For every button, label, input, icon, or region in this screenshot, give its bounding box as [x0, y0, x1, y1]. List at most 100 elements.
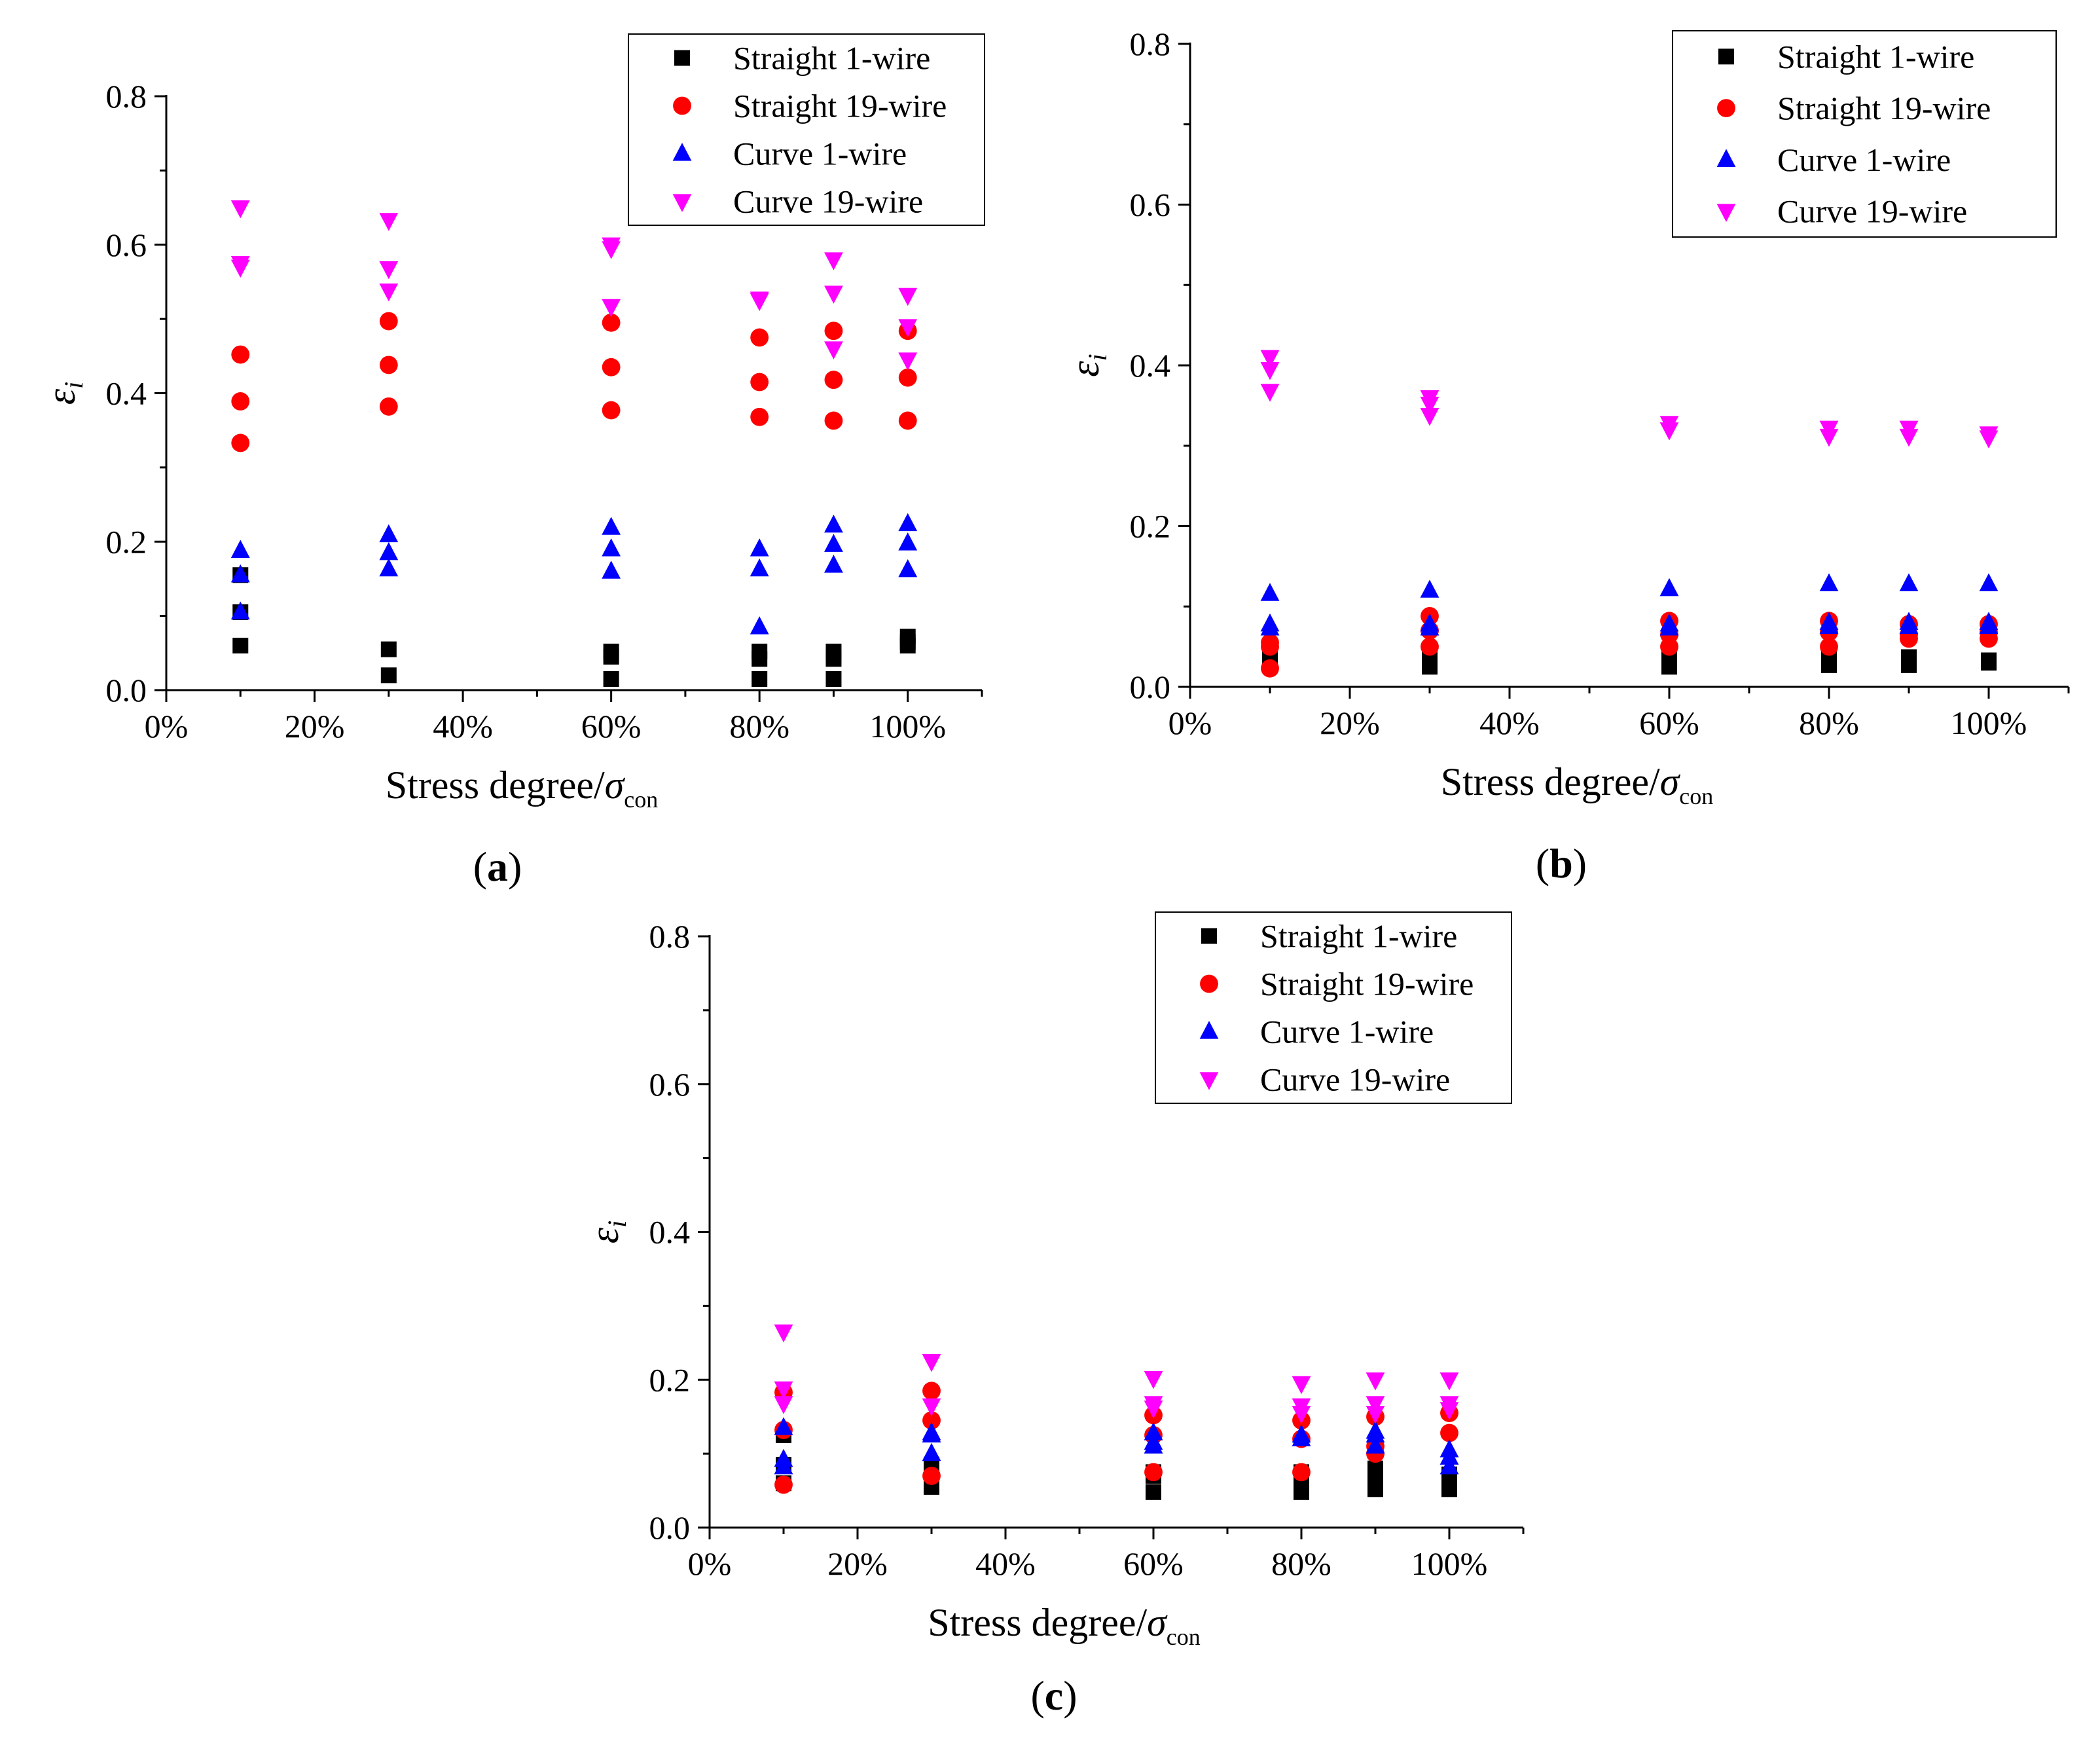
series-curve-1-wire	[230, 513, 918, 634]
chart-panel-c: 0% 20% 40% 60% 80% 100% 0.0 0.2 0.4 0.6 0.8 εi Stres…	[583, 911, 1525, 1719]
legend-marker	[1200, 974, 1218, 993]
data-point	[1819, 573, 1839, 591]
legend-label: Curve 19-wire	[1777, 193, 1967, 230]
legend-marker	[1717, 99, 1735, 118]
legend-label: Curve 1-wire	[1260, 1014, 1434, 1050]
x-axis-title-symbol: σ	[1660, 760, 1681, 803]
data-point	[898, 287, 918, 306]
series-straight-1-wire	[1262, 642, 1997, 675]
data-point	[1260, 583, 1280, 601]
series-curve-19-wire	[774, 1324, 1459, 1424]
data-point	[379, 541, 399, 560]
x-axis-title-symbol: σ	[605, 763, 626, 807]
panel-label-letter: c	[1045, 1672, 1063, 1719]
data-point	[774, 1417, 793, 1435]
data-point	[1439, 1396, 1459, 1414]
data-point	[1292, 1463, 1311, 1482]
data-point	[898, 513, 918, 532]
data-point	[602, 401, 621, 420]
y-tick-label: 0.8	[649, 918, 691, 955]
series-curve-19-wire	[230, 200, 918, 371]
legend-box	[628, 33, 985, 226]
data-point	[230, 564, 250, 583]
x-tick-label: 80%	[1799, 705, 1859, 741]
data-point	[1260, 350, 1280, 369]
data-point	[1659, 416, 1679, 434]
data-point	[824, 371, 843, 390]
data-point	[824, 321, 843, 340]
data-point	[898, 532, 918, 551]
data-point	[824, 252, 843, 270]
panel-label-close: )	[508, 843, 522, 890]
data-point	[750, 328, 769, 347]
data-point	[1292, 1424, 1311, 1442]
data-point	[1439, 1372, 1459, 1391]
data-point	[750, 616, 769, 634]
legend-marker	[672, 143, 692, 161]
data-point	[231, 345, 250, 364]
x-tick-label: 60%	[1123, 1545, 1184, 1582]
x-axis-title: Stress degree/σcon	[386, 763, 658, 813]
legend: Straight 1-wire Straight 19-wire Curve 1-w…	[1155, 911, 1512, 1104]
legend-label: Straight 19-wire	[733, 88, 947, 124]
y-tick-label: 0.0	[106, 672, 147, 708]
legend-marker	[1199, 1021, 1219, 1039]
x-tick-label: 100%	[1411, 1545, 1488, 1582]
data-point	[379, 213, 399, 231]
data-point	[602, 538, 621, 557]
data-point	[1979, 426, 1999, 445]
panel-label-close: )	[1063, 1672, 1077, 1719]
legend-label: Curve 19-wire	[1260, 1061, 1450, 1098]
data-point	[1979, 612, 1999, 630]
data-point	[603, 644, 619, 660]
data-point	[750, 373, 769, 392]
data-point	[1146, 1484, 1161, 1500]
panel-label: (c)	[1030, 1672, 1077, 1719]
legend: Straight 1-wire Straight 19-wire Curve 1-w…	[628, 33, 985, 226]
data-point	[899, 629, 916, 645]
y-tick-label: 0.8	[106, 78, 147, 115]
x-tick-label: 40%	[433, 708, 493, 744]
y-tick-label: 0.2	[1130, 508, 1171, 545]
data-point	[1260, 613, 1280, 632]
data-point	[922, 1353, 941, 1372]
data-point	[379, 261, 399, 280]
data-point	[230, 540, 250, 558]
legend-marker	[1718, 48, 1734, 65]
y-tick-label: 0.6	[1130, 187, 1171, 223]
data-point	[1899, 612, 1919, 630]
data-point	[1439, 1439, 1459, 1458]
x-tick-label: 80%	[1271, 1545, 1331, 1582]
data-point	[230, 200, 250, 219]
data-point	[898, 352, 918, 371]
data-point	[1366, 1372, 1385, 1391]
data-point	[1901, 649, 1917, 665]
panel-label: (b)	[1536, 840, 1587, 887]
data-point	[922, 1422, 941, 1440]
data-point	[1261, 659, 1279, 678]
x-tick-label: 20%	[1320, 705, 1380, 741]
data-point	[922, 1411, 941, 1430]
data-point	[1439, 1456, 1459, 1475]
data-point	[602, 517, 621, 535]
data-point	[380, 667, 397, 684]
series-straight-19-wire	[231, 312, 917, 452]
data-point	[825, 670, 842, 687]
data-point	[1659, 613, 1679, 632]
data-point	[1820, 637, 1838, 656]
data-point	[1144, 1463, 1163, 1482]
x-tick-label: 0%	[1168, 705, 1212, 741]
legend-box	[1155, 911, 1512, 1104]
legend-marker	[672, 194, 692, 212]
data-point	[602, 313, 621, 332]
data-point	[824, 341, 843, 359]
data-point	[231, 433, 250, 452]
x-tick-label: 100%	[869, 708, 946, 744]
legend-label: Curve 19-wire	[733, 183, 923, 220]
data-point	[1819, 612, 1839, 630]
data-point	[1440, 1423, 1458, 1442]
data-point	[922, 1467, 941, 1485]
data-point	[1366, 1396, 1385, 1414]
data-point	[922, 1442, 941, 1461]
